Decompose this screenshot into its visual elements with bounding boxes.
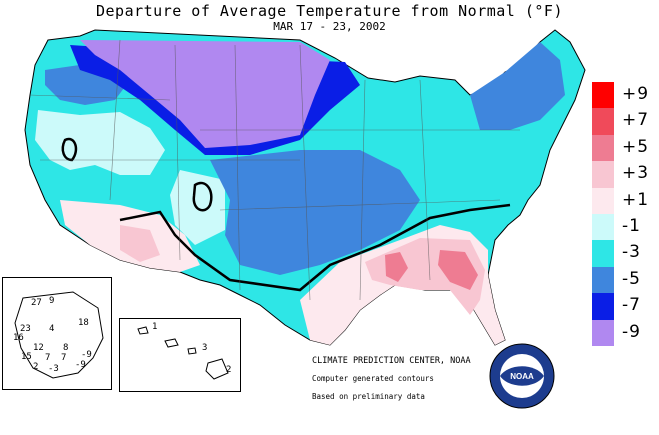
legend-swatch [592,266,614,294]
legend-item: -9 [592,319,658,346]
region-minus9-north [80,40,330,148]
alaska-value: 2 [33,362,39,372]
legend-item: -5 [592,266,658,294]
legend-label: +3 [622,163,650,184]
hawaii-map [137,326,229,380]
credit-text: CLIMATE PREDICTION CENTER, NOAA [312,356,471,366]
legend-swatch [592,213,614,241]
region-plus3-southwest [120,225,160,262]
alaska-map [14,291,104,379]
legend-swatch [592,82,614,109]
date-range: MAR 17 - 23, 2002 [273,20,386,33]
legend-label: +7 [622,110,650,131]
legend-swatch [592,293,614,320]
legend-item: +1 [592,187,658,214]
legend-swatch [592,319,614,346]
state-boundaries [29,39,520,301]
alaska-value: -9 [81,350,92,360]
note-contours: Computer generated contours [312,374,434,383]
legend-item: -7 [592,293,658,320]
legend: +9 +7 +5 +3 +1 -1 -3 -5 -7 -9 [592,82,658,346]
alaska-value: -9 [75,360,86,370]
hawaii-value: 1 [152,322,158,332]
alaska-value: 9 [49,296,55,306]
zero-contour-line [119,203,511,292]
alaska-value: 7 [45,353,51,363]
alaska-value: 12 [33,343,44,353]
legend-label: -7 [622,295,641,316]
region-plus5-alabama [385,252,408,282]
legend-swatch [592,108,614,135]
legend-label: +1 [622,189,650,210]
legend-label: +9 [622,84,650,104]
alaska-value: 4 [49,324,55,334]
legend-item: -3 [592,240,658,267]
legend-item: +7 [592,108,658,135]
alaska-inset: 27 23 9 4 18 16 12 8 15 7 7 -9 2 -3 -9 [2,277,112,390]
legend-item: +5 [592,134,658,162]
legend-label: -5 [622,268,641,289]
hawaii-value: 2 [226,365,232,375]
legend-item: -1 [592,213,658,241]
alaska-value: 23 [20,324,31,334]
note-data: Based on preliminary data [312,392,425,401]
alaska-value: 16 [13,333,24,343]
noaa-logo: NOAA [489,343,555,409]
region-minus5-northeast [470,42,565,130]
legend-swatch [592,240,614,267]
hawaii-inset: 1 3 2 [119,318,241,392]
legend-label: -9 [622,321,641,342]
legend-item: +9 [592,82,658,109]
legend-item: +3 [592,161,658,188]
legend-label: +5 [622,136,650,157]
alaska-value: 8 [63,343,69,353]
legend-swatch [592,187,614,214]
alaska-value: 18 [78,318,89,328]
contour-line-small [192,181,213,212]
legend-swatch [592,161,614,188]
legend-label: -1 [622,215,641,236]
noaa-emblem: NOAA [489,343,555,409]
region-plus5-georgia [438,250,478,290]
alaska-value: 15 [21,352,32,362]
alaska-value: 7 [61,353,67,363]
region-minus5-central [210,150,420,275]
legend-swatch [592,134,614,162]
hawaii-value: 3 [202,343,208,353]
legend-label: -3 [622,242,641,263]
alaska-value: 27 [31,298,42,308]
alaska-value: -3 [48,364,59,374]
logo-text: NOAA [510,372,534,381]
page-title: Departure of Average Temperature from No… [95,2,563,20]
